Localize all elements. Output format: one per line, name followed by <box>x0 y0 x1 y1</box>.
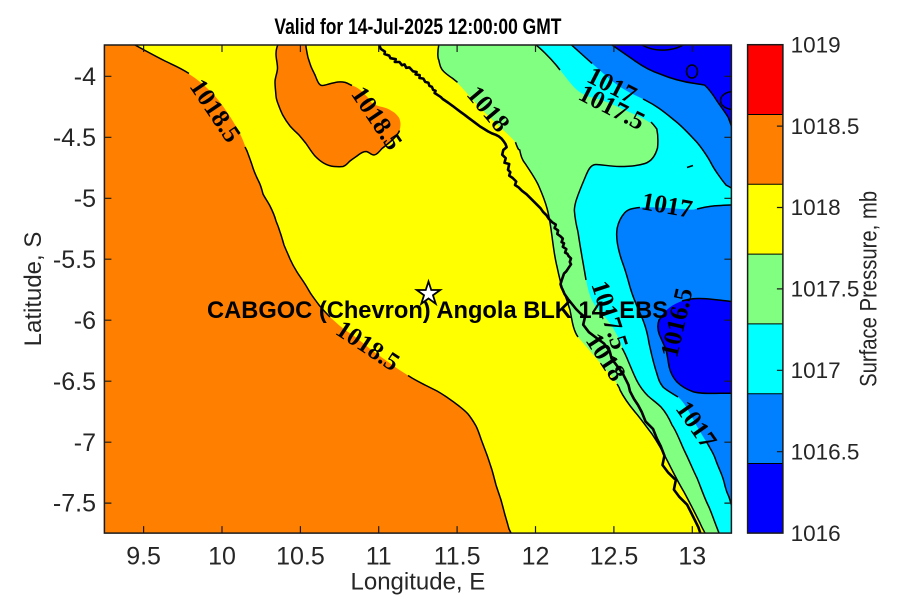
svg-text:10: 10 <box>208 542 236 570</box>
svg-text:Longitude, E: Longitude, E <box>351 569 486 596</box>
svg-text:9.5: 9.5 <box>126 542 161 570</box>
svg-text:1016.5: 1016.5 <box>791 439 860 464</box>
svg-text:-4: -4 <box>74 63 96 91</box>
svg-text:Valid for 14-Jul-2025 12:00:00: Valid for 14-Jul-2025 12:00:00 GMT <box>274 14 561 39</box>
svg-text:1017.5: 1017.5 <box>791 277 860 302</box>
svg-text:1017: 1017 <box>791 358 841 383</box>
svg-text:12.5: 12.5 <box>590 542 639 570</box>
svg-text:-6.5: -6.5 <box>53 368 96 396</box>
svg-text:11: 11 <box>366 542 392 570</box>
svg-text:CABGOC (Chevron) Angola BLK: CABGOC (Chevron) Angola BLK 14- EBS <box>207 297 668 324</box>
svg-text:12: 12 <box>522 542 550 570</box>
svg-text:-7: -7 <box>74 429 96 457</box>
svg-text:11.5: 11.5 <box>434 542 481 570</box>
svg-text:-5: -5 <box>74 185 96 213</box>
svg-text:Latitude, S: Latitude, S <box>20 232 47 347</box>
svg-text:13: 13 <box>678 542 706 570</box>
svg-text:-4.5: -4.5 <box>53 124 96 152</box>
svg-text:1019: 1019 <box>791 32 841 57</box>
svg-text:-7.5: -7.5 <box>53 490 96 518</box>
svg-text:-6: -6 <box>74 307 96 335</box>
svg-text:1018.5: 1018.5 <box>791 114 860 139</box>
svg-text:-5.5: -5.5 <box>53 246 96 274</box>
svg-text:Surface Pressure, mb: Surface Pressure, mb <box>856 191 883 387</box>
svg-text:1016: 1016 <box>791 521 841 546</box>
svg-text:1018: 1018 <box>791 195 841 220</box>
svg-text:10.5: 10.5 <box>276 542 325 570</box>
